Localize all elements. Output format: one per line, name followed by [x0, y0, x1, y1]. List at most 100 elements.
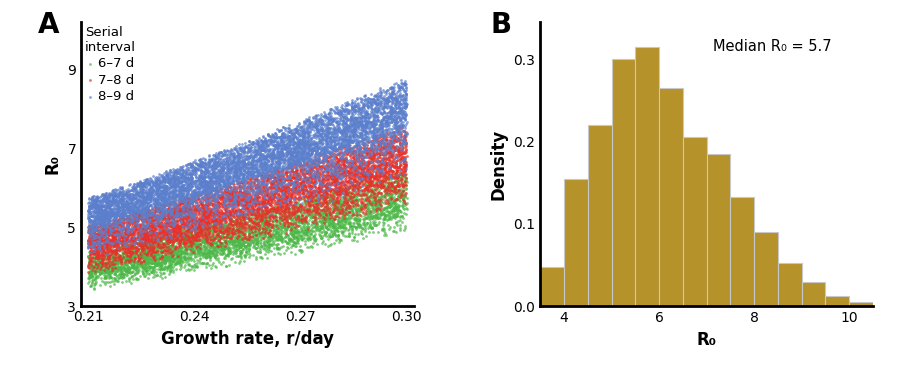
7–8 d — [159, 220, 174, 225]
7–8 d — [270, 179, 284, 184]
8–9 d — [90, 203, 104, 208]
7–8 d — [212, 218, 227, 224]
7–8 d — [122, 243, 137, 249]
7–8 d — [185, 212, 200, 218]
6–7 d — [344, 193, 358, 199]
8–9 d — [96, 216, 111, 222]
8–9 d — [184, 193, 199, 199]
7–8 d — [195, 227, 210, 232]
7–8 d — [214, 195, 229, 201]
7–8 d — [360, 175, 374, 180]
6–7 d — [338, 207, 353, 213]
8–9 d — [300, 162, 314, 168]
7–8 d — [373, 169, 387, 175]
6–7 d — [103, 274, 117, 280]
8–9 d — [338, 134, 352, 140]
8–9 d — [392, 108, 406, 114]
6–7 d — [362, 183, 376, 189]
6–7 d — [292, 197, 306, 203]
8–9 d — [204, 179, 219, 185]
8–9 d — [238, 187, 252, 193]
7–8 d — [298, 184, 312, 190]
8–9 d — [384, 84, 399, 90]
7–8 d — [237, 232, 251, 238]
6–7 d — [384, 194, 399, 200]
8–9 d — [327, 108, 341, 114]
7–8 d — [96, 248, 111, 254]
7–8 d — [314, 180, 328, 186]
7–8 d — [121, 249, 135, 255]
8–9 d — [372, 93, 386, 99]
6–7 d — [231, 223, 246, 229]
7–8 d — [263, 172, 277, 178]
7–8 d — [350, 190, 365, 196]
7–8 d — [250, 215, 265, 221]
8–9 d — [166, 195, 181, 201]
7–8 d — [380, 160, 394, 166]
7–8 d — [379, 152, 393, 158]
7–8 d — [311, 215, 326, 221]
8–9 d — [229, 146, 243, 152]
7–8 d — [389, 190, 403, 196]
7–8 d — [338, 196, 353, 201]
7–8 d — [165, 207, 179, 213]
7–8 d — [190, 222, 204, 228]
7–8 d — [222, 196, 237, 202]
6–7 d — [298, 204, 312, 210]
8–9 d — [220, 157, 235, 163]
8–9 d — [345, 103, 359, 109]
8–9 d — [278, 132, 293, 138]
6–7 d — [207, 219, 221, 225]
7–8 d — [263, 170, 277, 176]
8–9 d — [81, 244, 95, 249]
6–7 d — [304, 243, 319, 249]
8–9 d — [199, 211, 213, 217]
7–8 d — [167, 209, 182, 215]
6–7 d — [363, 179, 377, 184]
6–7 d — [94, 265, 108, 271]
7–8 d — [392, 173, 406, 179]
6–7 d — [292, 235, 307, 241]
6–7 d — [199, 229, 213, 235]
7–8 d — [124, 216, 139, 222]
8–9 d — [214, 149, 229, 155]
7–8 d — [193, 227, 207, 233]
8–9 d — [306, 134, 320, 140]
7–8 d — [209, 219, 223, 225]
8–9 d — [266, 168, 281, 174]
8–9 d — [326, 118, 340, 124]
7–8 d — [97, 223, 112, 229]
7–8 d — [188, 206, 202, 212]
6–7 d — [150, 258, 165, 263]
7–8 d — [373, 152, 387, 158]
7–8 d — [116, 245, 130, 251]
7–8 d — [371, 141, 385, 146]
6–7 d — [88, 271, 103, 277]
7–8 d — [400, 140, 414, 146]
8–9 d — [119, 205, 133, 211]
6–7 d — [378, 182, 392, 187]
6–7 d — [120, 260, 134, 266]
7–8 d — [215, 230, 230, 235]
7–8 d — [158, 252, 172, 258]
8–9 d — [112, 207, 127, 213]
8–9 d — [149, 215, 164, 221]
8–9 d — [327, 134, 341, 140]
8–9 d — [305, 146, 320, 152]
7–8 d — [399, 141, 413, 147]
6–7 d — [248, 230, 263, 235]
6–7 d — [270, 236, 284, 242]
8–9 d — [94, 197, 108, 203]
6–7 d — [114, 275, 129, 281]
8–9 d — [286, 161, 301, 166]
6–7 d — [113, 268, 128, 274]
6–7 d — [134, 263, 148, 269]
8–9 d — [158, 189, 173, 195]
8–9 d — [107, 198, 122, 204]
6–7 d — [86, 268, 101, 274]
8–9 d — [175, 214, 189, 220]
8–9 d — [355, 123, 369, 129]
6–7 d — [216, 248, 230, 254]
7–8 d — [385, 169, 400, 175]
6–7 d — [322, 209, 337, 215]
